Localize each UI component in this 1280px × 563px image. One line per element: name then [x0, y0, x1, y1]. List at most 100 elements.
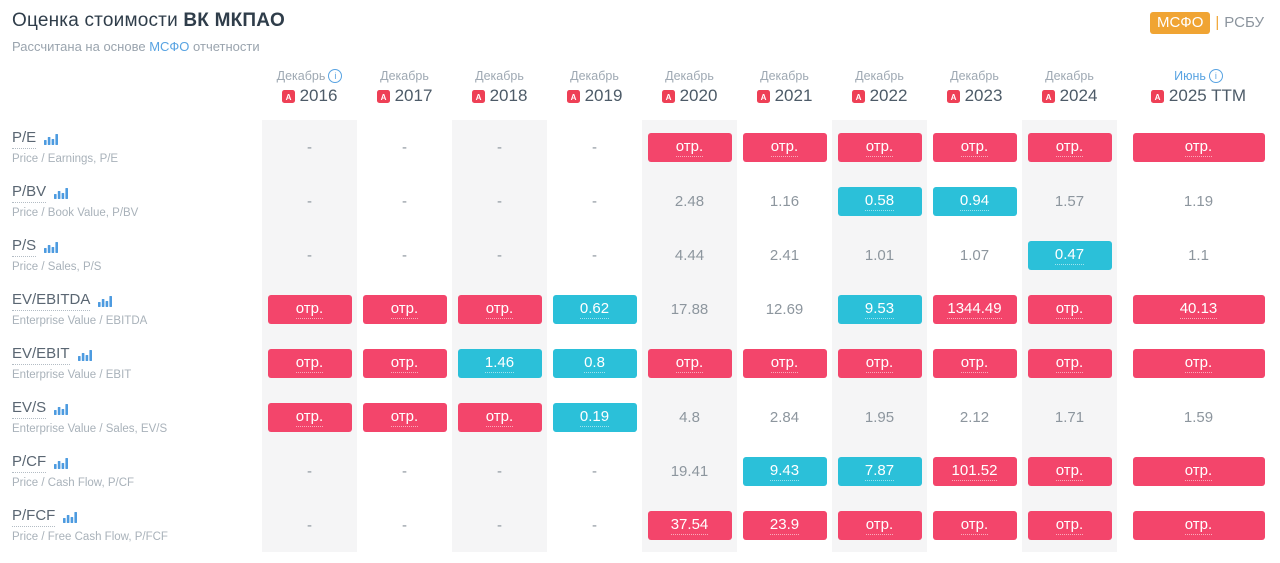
pdf-icon[interactable]: A: [946, 89, 960, 103]
cell-p-bv-2021: 1.16: [769, 192, 800, 210]
cell-ev-ebitda-2022-badge[interactable]: 9.53: [837, 294, 922, 324]
metric-link-ev-ebitda[interactable]: EV/EBITDA: [12, 291, 91, 311]
cell-p-fcf-2022-badge[interactable]: отр.: [837, 510, 922, 540]
page-title-prefix: Оценка стоимости: [12, 10, 178, 31]
pdf-icon[interactable]: A: [661, 89, 675, 103]
bar-chart-icon[interactable]: [54, 457, 69, 469]
cell-p-s-2024-badge[interactable]: 0.47: [1027, 240, 1112, 270]
cell-p-bv-2022: 0.58: [832, 174, 927, 228]
metric-row-p-bv: P/BV Price / Book Value, P/BV: [0, 174, 262, 228]
cell-p-cf-2024-badge[interactable]: отр.: [1027, 456, 1112, 486]
cell-ev-s-2017-badge[interactable]: отр.: [362, 402, 447, 432]
msfo-link[interactable]: МСФО: [149, 39, 190, 54]
pdf-icon[interactable]: A: [851, 89, 865, 103]
cell-ev-ebitda-2024-badge[interactable]: отр.: [1027, 294, 1112, 324]
cell-ev-ebitda-2025-ttm: 40.13: [1117, 282, 1280, 336]
bar-chart-icon[interactable]: [44, 241, 59, 253]
bar-chart-icon[interactable]: [54, 187, 69, 199]
svg-text:A: A: [1045, 92, 1051, 101]
cell-p-cf-2025-ttm-badge[interactable]: отр.: [1132, 456, 1265, 486]
column-month-label: Декабрь: [475, 69, 524, 83]
cell-ev-s-2020: 4.8: [642, 390, 737, 444]
metric-description: Enterprise Value / EBIT: [12, 369, 132, 381]
metric-description: Price / Sales, P/S: [12, 261, 102, 273]
cell-p-e-2023-badge[interactable]: отр.: [932, 132, 1017, 162]
cell-ev-ebitda-2016-badge[interactable]: отр.: [267, 294, 352, 324]
cell-p-fcf-2021-badge[interactable]: 23.9: [742, 510, 827, 540]
cell-ev-ebit-2017-badge[interactable]: отр.: [362, 348, 447, 378]
cell-p-e-2022-badge[interactable]: отр.: [837, 132, 922, 162]
cell-ev-ebitda-2025-ttm-badge[interactable]: 40.13: [1132, 294, 1265, 324]
cell-p-bv-2023-badge[interactable]: 0.94: [932, 186, 1017, 216]
metric-link-ev-ebit[interactable]: EV/EBIT: [12, 345, 70, 365]
column-header-2021: Декабрь A 2021: [737, 66, 832, 120]
cell-ev-ebit-2022: отр.: [832, 336, 927, 390]
cell-ev-ebit-2025-ttm-badge[interactable]: отр.: [1132, 348, 1265, 378]
cell-p-bv-2022-badge[interactable]: 0.58: [837, 186, 922, 216]
bar-chart-icon[interactable]: [98, 295, 113, 307]
cell-ev-ebit-2022-badge[interactable]: отр.: [837, 348, 922, 378]
cell-ev-ebit-2021-badge[interactable]: отр.: [742, 348, 827, 378]
cell-ev-ebit-2018-badge[interactable]: 1.46: [457, 348, 542, 378]
column-month-label: Декабрь: [950, 69, 999, 83]
cell-ev-s-2016-badge[interactable]: отр.: [267, 402, 352, 432]
cell-ev-ebitda-2019-badge[interactable]: 0.62: [552, 294, 637, 324]
pdf-icon[interactable]: A: [281, 89, 295, 103]
cell-ev-s-2018-badge[interactable]: отр.: [457, 402, 542, 432]
cell-ev-s-2019-badge[interactable]: 0.19: [552, 402, 637, 432]
cell-p-cf-2025-ttm: отр.: [1117, 444, 1280, 498]
cell-p-cf-2021-badge[interactable]: 9.43: [742, 456, 827, 486]
bar-chart-icon[interactable]: [63, 511, 78, 523]
pdf-icon[interactable]: A: [1150, 89, 1164, 103]
cell-p-fcf-2024-badge[interactable]: отр.: [1027, 510, 1112, 540]
cell-ev-ebitda-2018-badge[interactable]: отр.: [457, 294, 542, 324]
cell-ev-ebit-2024-badge[interactable]: отр.: [1027, 348, 1112, 378]
pdf-icon[interactable]: A: [376, 89, 390, 103]
metric-link-p-e[interactable]: P/E: [12, 129, 37, 149]
cell-ev-ebitda-2023-badge[interactable]: 1344.49: [932, 294, 1017, 324]
column-year-label: 2017: [394, 86, 433, 105]
metric-link-ev-s[interactable]: EV/S: [12, 399, 47, 419]
cell-p-e-2025-ttm-badge[interactable]: отр.: [1132, 132, 1265, 162]
page-subtitle: Рассчитана на основе МСФО отчетности: [12, 39, 285, 54]
cell-p-e-2020: отр.: [642, 120, 737, 174]
metric-link-p-s[interactable]: P/S: [12, 237, 37, 257]
metric-link-p-fcf[interactable]: P/FCF: [12, 507, 56, 527]
pdf-icon[interactable]: A: [1041, 89, 1055, 103]
metric-link-p-bv[interactable]: P/BV: [12, 183, 47, 203]
cell-p-fcf-2023-badge[interactable]: отр.: [932, 510, 1017, 540]
cell-ev-ebitda-2017-badge[interactable]: отр.: [362, 294, 447, 324]
info-icon[interactable]: i: [328, 69, 343, 83]
cell-p-cf-2022-badge[interactable]: 7.87: [837, 456, 922, 486]
bar-chart-icon[interactable]: [44, 133, 59, 145]
cell-p-cf-2024: отр.: [1022, 444, 1117, 498]
cell-ev-ebit-2020-badge[interactable]: отр.: [647, 348, 732, 378]
cell-p-cf-2023-badge[interactable]: 101.52: [932, 456, 1017, 486]
subtitle-prefix: Рассчитана на основе: [12, 39, 146, 54]
column-month-label: Декабрь: [570, 69, 619, 83]
svg-text:A: A: [570, 92, 576, 101]
cell-p-fcf-2025-ttm-badge[interactable]: отр.: [1132, 510, 1265, 540]
cell-ev-ebitda-2017: отр.: [357, 282, 452, 336]
cell-ev-ebit-2023-badge[interactable]: отр.: [932, 348, 1017, 378]
column-header-2019: Декабрь A 2019: [547, 66, 642, 120]
bar-chart-icon[interactable]: [77, 349, 92, 361]
metric-description: Price / Cash Flow, P/CF: [12, 477, 135, 489]
toggle-msfo[interactable]: МСФО: [1149, 12, 1211, 34]
bar-chart-icon[interactable]: [54, 403, 69, 415]
pdf-icon[interactable]: A: [756, 89, 770, 103]
column-month-label: Декабрь: [760, 69, 809, 83]
cell-p-e-2021-badge[interactable]: отр.: [742, 132, 827, 162]
cell-p-fcf-2020-badge[interactable]: 37.54: [647, 510, 732, 540]
cell-p-e-2024-badge[interactable]: отр.: [1027, 132, 1112, 162]
cell-p-e-2020-badge[interactable]: отр.: [647, 132, 732, 162]
cell-ev-ebit-2016-badge[interactable]: отр.: [267, 348, 352, 378]
pdf-icon[interactable]: A: [471, 89, 485, 103]
cell-ev-ebit-2019-badge[interactable]: 0.8: [552, 348, 637, 378]
toggle-rsbu[interactable]: РСБУ: [1224, 14, 1264, 31]
info-icon[interactable]: i: [1208, 69, 1223, 83]
cell-p-e-2024: отр.: [1022, 120, 1117, 174]
metric-description: Enterprise Value / EBITDA: [12, 315, 148, 327]
pdf-icon[interactable]: A: [566, 89, 580, 103]
metric-link-p-cf[interactable]: P/CF: [12, 453, 47, 473]
